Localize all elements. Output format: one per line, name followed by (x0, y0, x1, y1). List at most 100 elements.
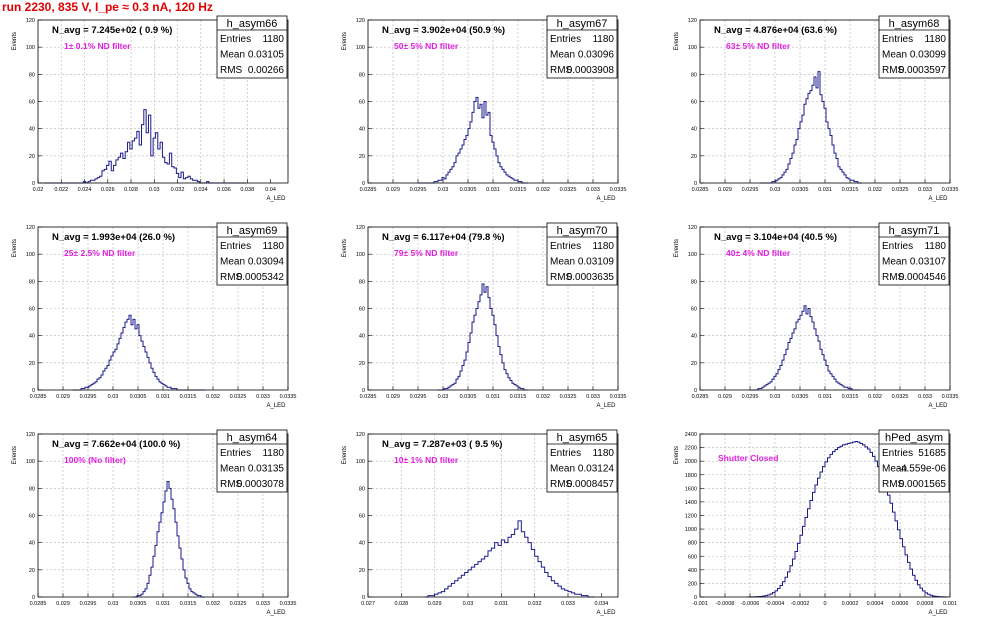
stats-value-rms: 0.0003078 (237, 479, 285, 490)
y-tick-label: 0 (362, 388, 365, 394)
y-tick-label: 1200 (685, 514, 697, 520)
x-tick-label: 0.0008 (917, 601, 934, 607)
x-tick-label: 0.0285 (360, 187, 377, 193)
x-tick-label: 0.0006 (892, 601, 909, 607)
x-tick-label: 0.032 (536, 394, 550, 400)
y-tick-label: 60 (29, 100, 35, 106)
x-tick-label: 0.029 (56, 601, 70, 607)
y-tick-label: 120 (688, 18, 697, 24)
x-tick-label: 0.0295 (410, 394, 427, 400)
stats-value-mean: 0.03124 (578, 464, 615, 475)
run-title: run 2230, 835 V, I_pe ≈ 0.3 nA, 120 Hz (2, 0, 213, 14)
y-tick-label: 100 (356, 45, 365, 51)
stats-value-entries: 1180 (592, 34, 614, 45)
plot-frame (37, 433, 289, 598)
y-tick-label: 100 (26, 459, 35, 465)
stats-value-rms: 0.0003635 (567, 272, 615, 283)
filter-label: 100% (No filter) (64, 455, 126, 465)
stats-label-mean: Mean (220, 464, 245, 475)
x-tick-label: 0.032 (171, 187, 185, 193)
x-tick-label: 0.029 (386, 394, 400, 400)
x-tick-label: 0.031 (156, 601, 170, 607)
stats-label-entries: Entries (550, 448, 581, 459)
y-tick-label: 60 (691, 100, 697, 106)
x-tick-label: 0.0305 (460, 187, 477, 193)
stats-label-entries: Entries (220, 448, 251, 459)
y-axis-label: Events (12, 239, 18, 257)
stats-label-mean: Mean (220, 50, 245, 61)
y-axis-label: Events (342, 239, 348, 257)
y-tick-label: 100 (356, 459, 365, 465)
navg-label: N_avg = 6.117e+04 (79.8 %) (382, 232, 505, 243)
x-tick-label: 0.0305 (460, 394, 477, 400)
stats-title: h_asym65 (557, 432, 608, 444)
y-tick-label: 1800 (685, 473, 697, 479)
stats-box (546, 429, 618, 493)
stats-value-mean: 0.03135 (248, 464, 285, 475)
x-tick-label: 0.028 (394, 601, 408, 607)
y-tick-label: 80 (359, 72, 365, 78)
x-tick-label: 0.031 (486, 394, 500, 400)
x-tick-label: 0.0285 (692, 187, 709, 193)
y-tick-label: 0 (694, 388, 697, 394)
y-tick-label: 120 (356, 225, 365, 231)
x-tick-label: 0.0325 (230, 394, 247, 400)
x-axis-label: A_LED (266, 610, 286, 616)
y-tick-label: 1000 (685, 527, 697, 533)
y-tick-label: 20 (29, 154, 35, 160)
x-axis-label: A_LED (928, 403, 948, 409)
histogram-bars-hPed_asym (747, 440, 948, 598)
x-tick-label: 0.022 (54, 187, 68, 193)
x-axis-label: A_LED (596, 610, 616, 616)
x-tick-label: 0.032 (536, 187, 550, 193)
plot-frame (699, 226, 951, 391)
x-tick-label: 0.0315 (510, 187, 527, 193)
x-tick-label: 0.033 (256, 394, 270, 400)
x-tick-label: 0.032 (528, 601, 542, 607)
x-tick-label: 0.0335 (610, 187, 627, 193)
x-tick-label: 0.031 (486, 187, 500, 193)
y-tick-label: 800 (688, 541, 697, 547)
x-tick-label: 0.038 (240, 187, 254, 193)
y-tick-label: 20 (691, 361, 697, 367)
y-tick-label: 600 (688, 554, 697, 560)
x-tick-label: 0.0325 (560, 187, 577, 193)
y-tick-label: 2200 (685, 446, 697, 452)
histogram-bars-h_asym67 (418, 96, 528, 184)
y-tick-label: 0 (32, 388, 35, 394)
x-tick-label: 0.0315 (510, 394, 527, 400)
histogram-bars-h_asym68 (760, 71, 862, 184)
x-tick-label: 0.0335 (942, 394, 959, 400)
x-tick-label: 0.027 (361, 601, 375, 607)
y-tick-label: 20 (359, 154, 365, 160)
y-tick-label: 20 (359, 568, 365, 574)
y-tick-label: 120 (26, 18, 35, 24)
plot-frame (37, 226, 289, 391)
y-axis-label: Events (12, 446, 18, 464)
x-tick-label: 0.034 (594, 601, 608, 607)
y-tick-label: 40 (29, 127, 35, 133)
x-axis-label: A_LED (596, 196, 616, 202)
y-tick-label: 20 (29, 361, 35, 367)
stats-title: h_asym67 (557, 18, 608, 30)
histogram-panel-h_asym64: 0.0285 0.029 0.0295 0.03 0.0305 0.031 0.0315 0.… (12, 429, 296, 616)
x-tick-label: 0.029 (718, 394, 732, 400)
x-tick-label: 0.03 (770, 187, 781, 193)
y-tick-label: 60 (359, 100, 365, 106)
stats-value-rms: 0.0005342 (237, 272, 285, 283)
stats-label-entries: Entries (220, 34, 251, 45)
y-tick-label: 0 (362, 595, 365, 601)
y-axis-label: Events (342, 446, 348, 464)
y-tick-label: 200 (688, 581, 697, 587)
x-tick-label: 0.031 (494, 601, 508, 607)
navg-label: N_avg = 1.993e+04 (26.0 %) (52, 232, 175, 243)
stats-label-entries: Entries (550, 241, 581, 252)
x-tick-label: 0.03 (438, 394, 449, 400)
stats-value-mean: 0.03096 (578, 50, 615, 61)
x-tick-label: 0.032 (868, 187, 882, 193)
x-tick-label: 0.0305 (130, 394, 147, 400)
x-tick-label: 0.0325 (892, 394, 909, 400)
stats-label-mean: Mean (882, 50, 907, 61)
y-tick-label: 80 (691, 72, 697, 78)
plot-frame (367, 19, 619, 184)
